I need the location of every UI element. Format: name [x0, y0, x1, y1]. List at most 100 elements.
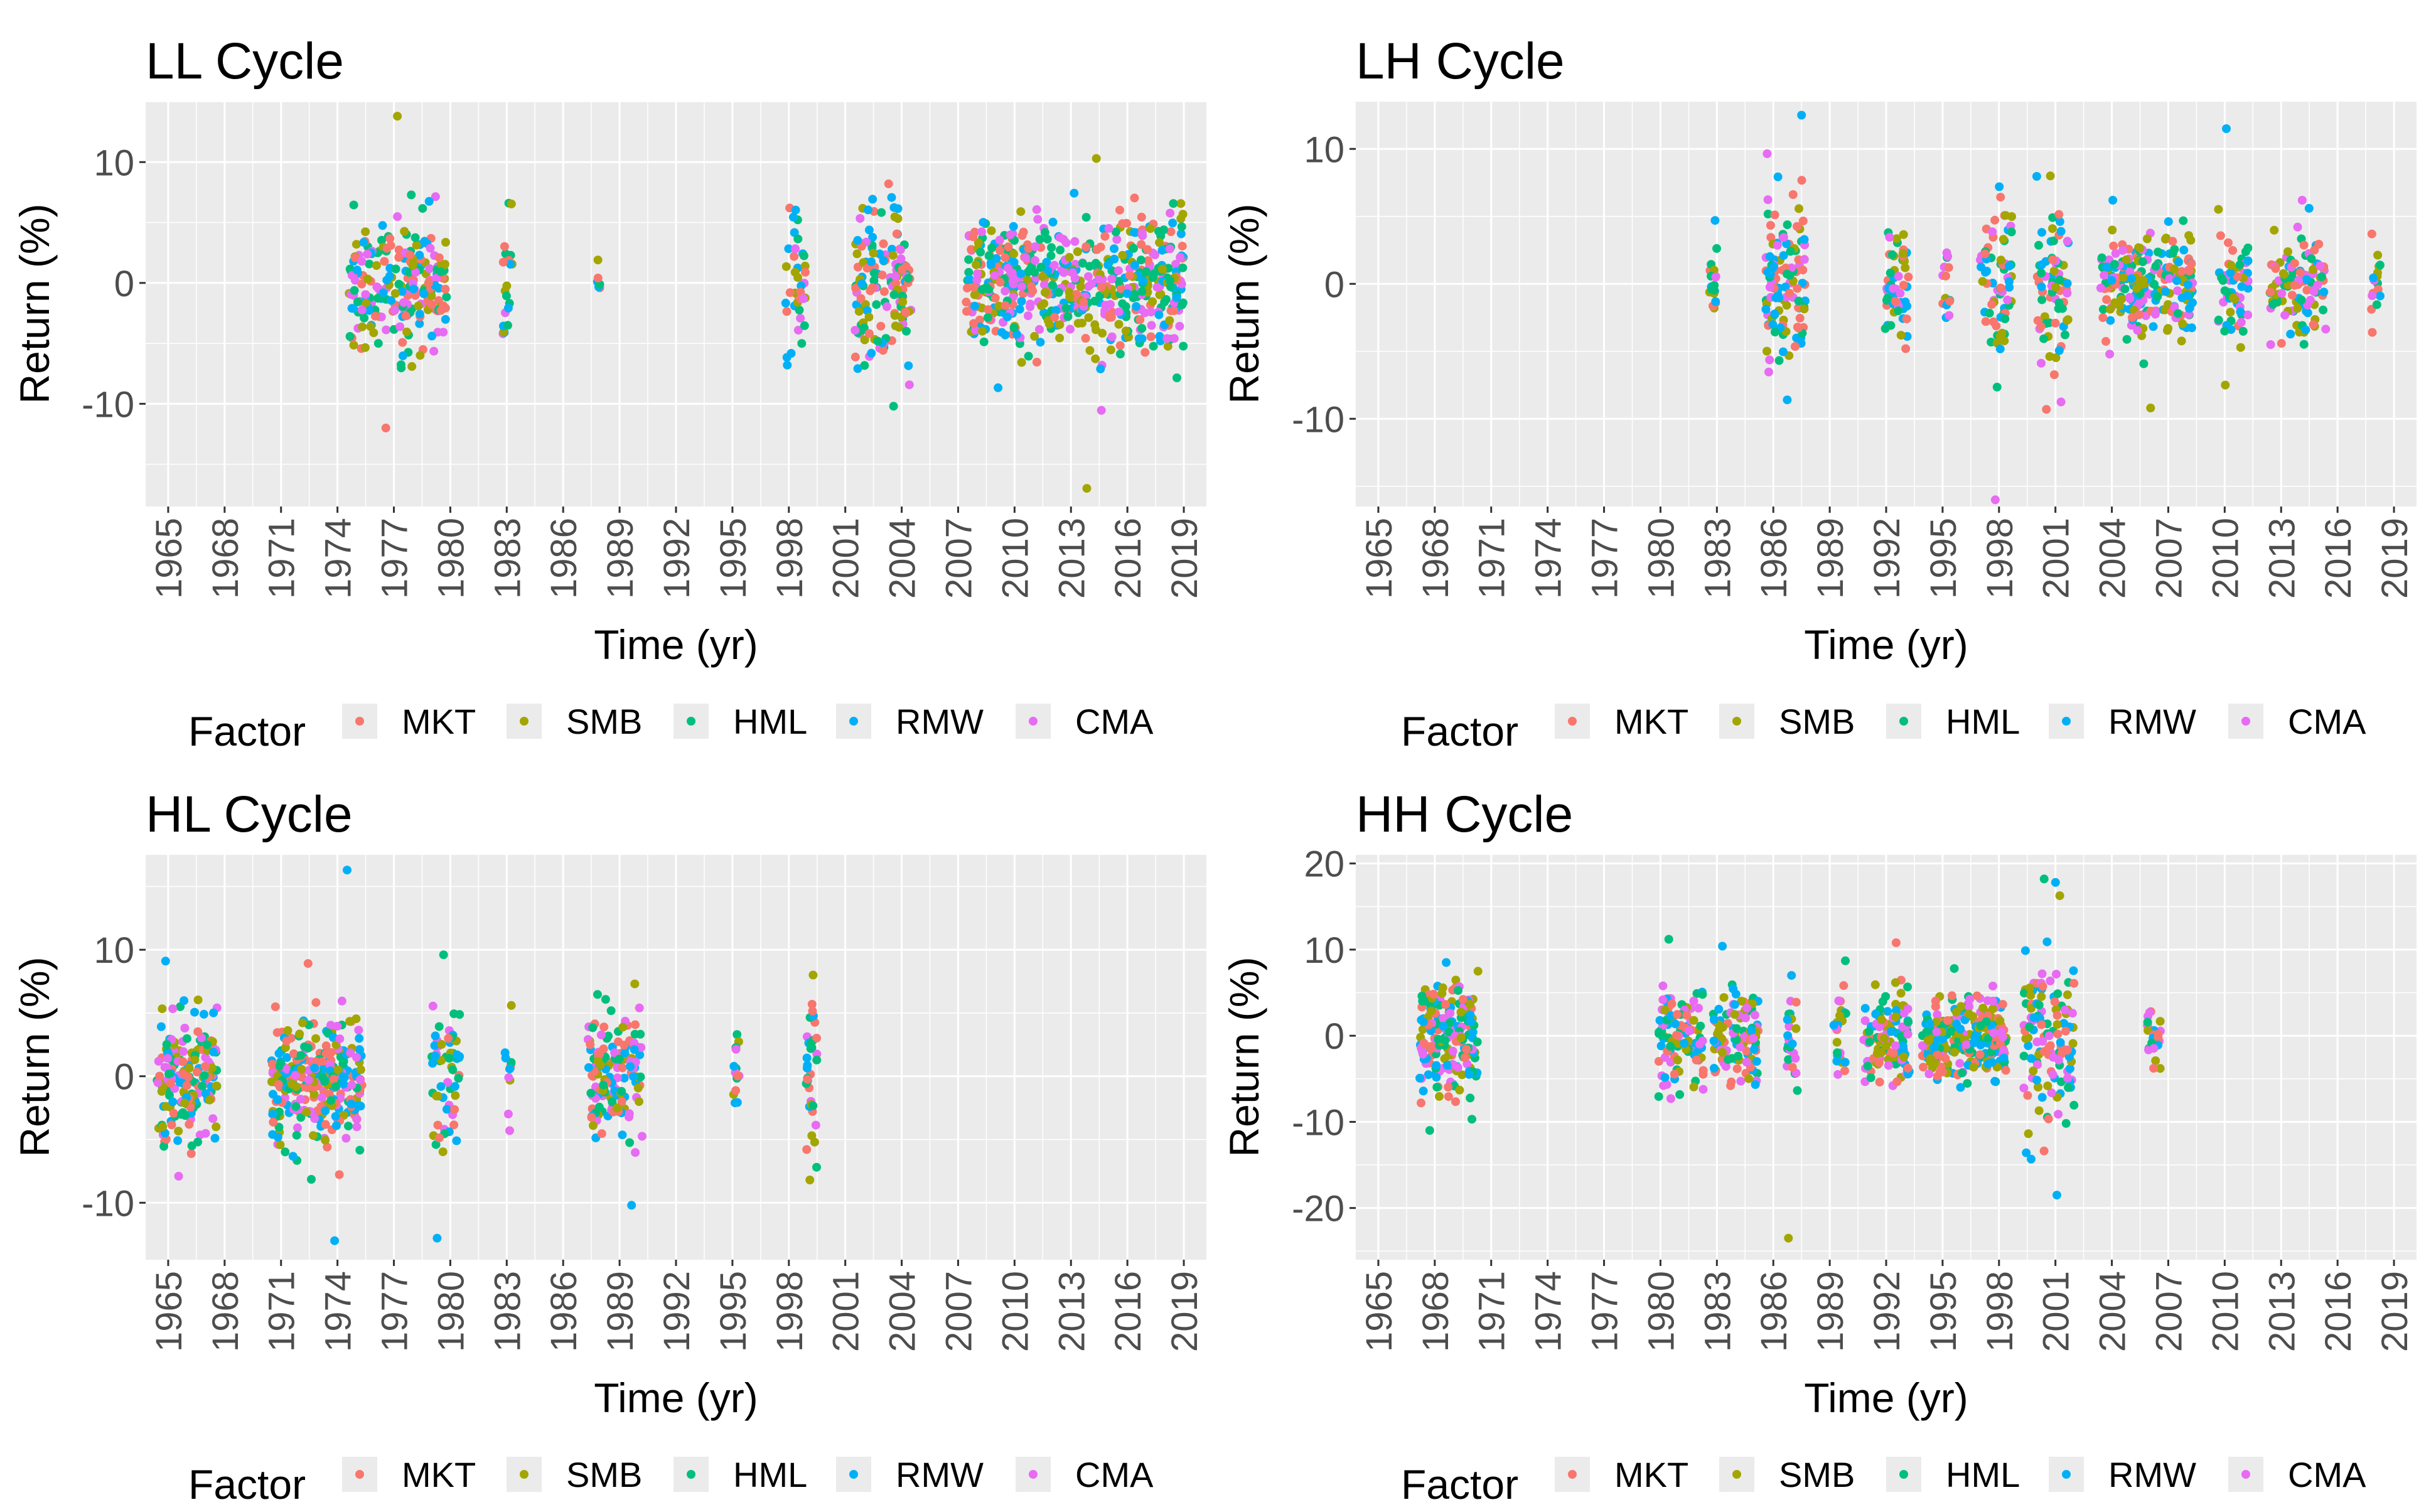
data-point-rmw — [635, 1050, 645, 1059]
data-point-smb — [1038, 272, 1048, 281]
data-point-rmw — [1015, 304, 1024, 314]
x-tick-label: 2016 — [1108, 518, 1149, 599]
data-point-cma — [1162, 334, 1172, 343]
data-point-smb — [1065, 292, 1075, 302]
data-point-mkt — [167, 1120, 176, 1130]
data-point-mkt — [1840, 1066, 1849, 1076]
data-point-rmw — [1768, 320, 1778, 329]
data-point-mkt — [892, 229, 901, 239]
data-point-hml — [2037, 269, 2046, 277]
data-point-rmw — [2149, 322, 2158, 331]
x-tick-label: 2007 — [2149, 1271, 2189, 1352]
data-point-hml — [1963, 1079, 1972, 1088]
data-point-hml — [1441, 1036, 1450, 1045]
data-point-mkt — [321, 1120, 330, 1129]
data-point-rmw — [2222, 124, 2231, 133]
data-point-rmw — [175, 1078, 185, 1087]
data-point-cma — [174, 1172, 183, 1181]
x-axis-title: Time (yr) — [1804, 1375, 1968, 1421]
data-point-mkt — [1770, 210, 1779, 220]
data-point-cma — [791, 244, 800, 254]
data-point-cma — [1791, 1054, 1800, 1063]
data-point-mkt — [449, 1120, 459, 1130]
data-point-smb — [1782, 301, 1791, 310]
data-point-mkt — [1698, 1066, 1708, 1075]
data-point-smb — [1016, 207, 1026, 217]
data-point-mkt — [321, 1041, 331, 1051]
data-point-rmw — [1751, 1080, 1760, 1089]
data-point-mkt — [1441, 1000, 1451, 1009]
data-point-cma — [335, 1034, 345, 1044]
data-point-mkt — [1105, 311, 1114, 320]
data-point-smb — [2373, 250, 2383, 260]
legend: Factor MKT SMB HML RMW — [1401, 702, 2366, 754]
data-point-smb — [2283, 281, 2293, 289]
data-point-rmw — [790, 228, 799, 237]
data-point-cma — [2105, 350, 2115, 359]
data-point-hml — [2150, 280, 2159, 289]
data-point-rmw — [1840, 1058, 1850, 1067]
y-tick-label: 0 — [114, 264, 134, 304]
data-point-mkt — [2134, 310, 2144, 319]
data-point-smb — [2024, 1129, 2033, 1139]
data-point-smb — [987, 226, 996, 235]
data-point-cma — [1107, 274, 1117, 284]
data-point-hml — [1085, 262, 1094, 271]
x-tick-label: 2019 — [1164, 1271, 1205, 1352]
data-point-mkt — [381, 423, 390, 432]
data-point-hml — [2061, 1118, 2071, 1128]
data-point-smb — [852, 249, 862, 259]
data-point-mkt — [1839, 981, 1848, 990]
data-point-smb — [1719, 993, 1729, 1002]
legend-dot-hml — [1899, 1470, 1908, 1479]
legend-item-cma: CMA — [2228, 1455, 2366, 1494]
x-tick-label: 1983 — [1697, 518, 1738, 599]
data-point-mkt — [434, 253, 444, 262]
legend-item-rmw: RMW — [2049, 702, 2196, 741]
legend-item-mkt: MKT — [342, 1455, 476, 1494]
data-point-smb — [1891, 1012, 1901, 1022]
data-point-hml — [2120, 284, 2130, 294]
data-point-mkt — [1050, 313, 1060, 322]
data-point-smb — [2142, 234, 2152, 244]
data-point-mkt — [1125, 271, 1134, 280]
legend-item-cma: CMA — [1016, 702, 1154, 741]
data-point-smb — [1148, 297, 1157, 306]
data-point-hml — [1149, 341, 1158, 351]
data-point-smb — [2063, 990, 2072, 999]
data-point-cma — [1742, 1058, 1751, 1067]
data-point-hml — [877, 208, 886, 217]
data-point-rmw — [1783, 1031, 1793, 1040]
x-tick-label: 2013 — [1051, 1271, 1092, 1352]
x-tick-label: 2013 — [2262, 1271, 2302, 1352]
data-point-cma — [977, 227, 987, 237]
data-point-cma — [1097, 405, 1106, 415]
legend-dot-smb — [520, 717, 529, 726]
data-point-smb — [894, 323, 904, 332]
data-point-hml — [296, 1113, 306, 1122]
data-point-mkt — [2302, 286, 2312, 295]
data-point-mkt — [1996, 193, 2005, 202]
data-point-smb — [1877, 1015, 1886, 1024]
data-point-rmw — [1132, 302, 1141, 311]
data-point-cma — [1943, 252, 1953, 261]
data-point-mkt — [2039, 1146, 2049, 1155]
data-point-hml — [588, 1023, 598, 1032]
data-point-mkt — [995, 246, 1005, 255]
data-point-rmw — [282, 1053, 291, 1062]
data-point-mkt — [1944, 263, 1953, 272]
data-point-hml — [2179, 216, 2188, 225]
data-point-smb — [1165, 316, 1174, 325]
data-point-hml — [1048, 281, 1057, 290]
data-point-hml — [355, 1145, 365, 1155]
data-point-smb — [1009, 249, 1019, 259]
data-point-hml — [1904, 1017, 1913, 1027]
data-point-hml — [1047, 243, 1056, 252]
data-point-rmw — [887, 193, 896, 202]
data-point-rmw — [1424, 1070, 1433, 1080]
data-point-hml — [1148, 273, 1157, 282]
legend-item-mkt: MKT — [1555, 702, 1688, 741]
data-point-hml — [2153, 292, 2162, 301]
x-tick-label: 2004 — [2093, 1271, 2133, 1352]
